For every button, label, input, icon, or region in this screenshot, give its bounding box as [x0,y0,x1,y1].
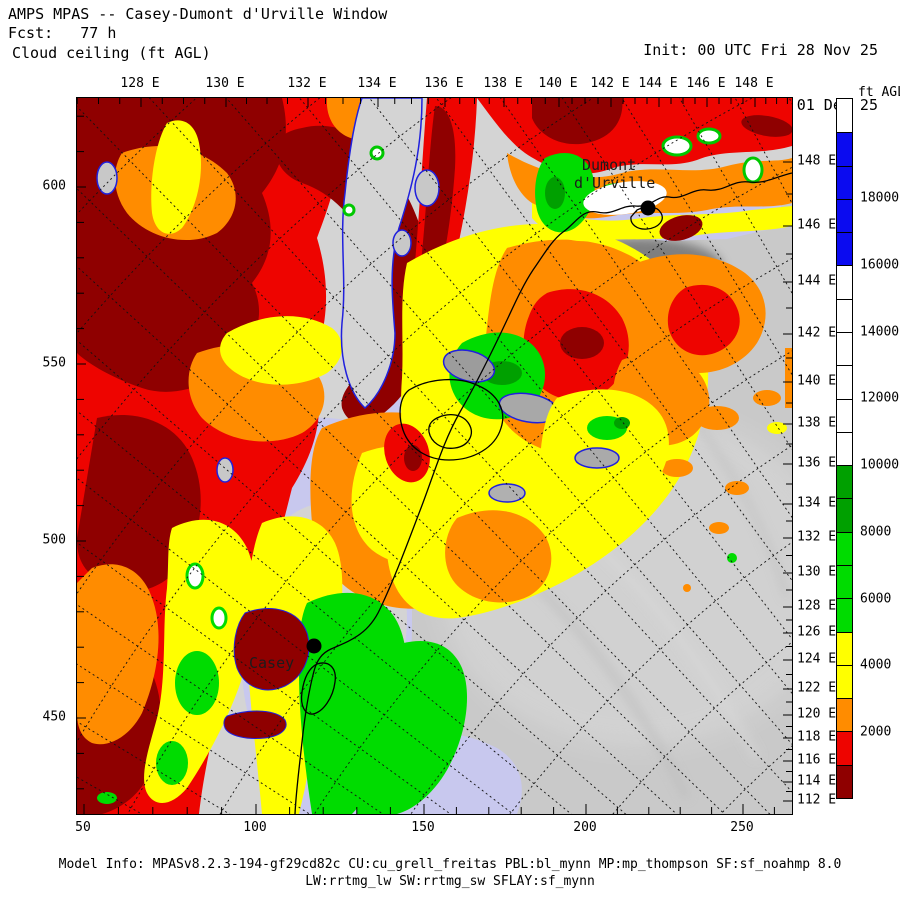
left-tick-label: 500 [42,532,66,548]
colorbar-cell [837,198,852,233]
bottom-tick-label: 250 [730,820,754,835]
colorbar-tick-label: 18000 [860,190,900,206]
colorbar-tick-label: 8000 [860,524,892,540]
colorbar-cell [837,764,852,798]
right-edge-longitude-label: 128 E [797,598,837,614]
right-edge-longitude-label: 140 E [797,373,837,389]
coastline [294,172,792,814]
init-time: Init: 00 UTC Fri 28 Nov 25 [643,41,878,59]
colorbar-tick-label: 12000 [860,390,900,406]
colorbar-cell [837,731,852,765]
right-edge-longitude-label: 124 E [797,651,837,667]
right-edge-longitude-label: 136 E [797,455,837,471]
cloud-ceiling-map: Dumont d'Urville Casey [77,98,792,814]
right-edge-longitude-label: 134 E [797,495,837,511]
bottom-tick-label: 100 [243,820,267,835]
colorbar-tick-label: 6000 [860,591,892,607]
right-edge-longitude-label: 122 E [797,680,837,696]
top-tick-label: 128 E [120,76,160,91]
colorbar-cell [837,132,852,166]
top-tick-label: 132 E [287,76,327,91]
left-tick-label: 550 [42,355,66,371]
right-edge-longitude-label: 126 E [797,624,837,640]
dumont-station-label-line1: Dumont [582,156,636,174]
left-tick-label: 450 [42,709,66,725]
right-edge-longitude-label: 116 E [797,752,837,768]
right-edge-longitude-label: 120 E [797,706,837,722]
colorbar-cell [837,265,852,299]
casey-station-label: Casey [249,654,294,672]
model-info-line2: LW:rrtmg_lw SW:rrtmg_sw SFLAY:sf_mynn [305,874,595,889]
colorbar-tick-label: 4000 [860,657,892,673]
right-edge-longitude-label: 146 E [797,217,837,233]
colorbar [836,98,853,799]
colorbar-cell [837,165,852,199]
dumont-station-dot [640,200,656,216]
colorbar-cell [837,465,852,499]
map-canvas: Dumont d'Urville Casey [76,97,793,815]
top-tick-label: 136 E [424,76,464,91]
forecast-hour: Fcst: 77 h [8,24,117,42]
top-tick-label: 146 E [686,76,726,91]
bottom-tick-label: 50 [75,820,91,835]
right-edge-longitude-label: 144 E [797,273,837,289]
right-edge-longitude-label: 130 E [797,564,837,580]
colorbar-tick-label: 14000 [860,324,900,340]
colorbar-cell [837,331,852,366]
colorbar-cell [837,531,852,565]
left-tick-label: 600 [42,178,66,194]
colorbar-cell [837,431,852,466]
colorbar-cell [837,498,852,532]
stations: Dumont d'Urville Casey [249,156,656,672]
top-tick-label: 148 E [734,76,774,91]
colorbar-cell [837,664,852,699]
colorbar-cell [837,698,852,732]
colorbar-tick-label: 2000 [860,724,892,740]
top-tick-label: 140 E [538,76,578,91]
bottom-tick-label: 150 [411,820,435,835]
colorbar-cell [837,398,852,432]
right-edge-longitude-label: 132 E [797,529,837,545]
right-edge-longitude-label: 114 E [797,773,837,789]
colorbar-cell [837,298,852,332]
top-tick-label: 130 E [205,76,245,91]
right-edge-longitude-label: 138 E [797,415,837,431]
colorbar-cell [837,598,852,632]
colorbar-cell [837,564,852,599]
field-name: Cloud ceiling (ft AGL) [12,44,211,62]
right-edge-longitude-label: 118 E [797,729,837,745]
colorbar-title: ft AGL [858,85,900,100]
colorbar-tick-label: 10000 [860,457,900,473]
right-edge-longitude-label: 142 E [797,325,837,341]
casey-lowcloud-blobs [97,608,310,804]
colorbar-cell [837,631,852,665]
model-info-line1: Model Info: MPASv8.2.3-194-gf29cd82c CU:… [58,857,842,872]
chart-title: AMPS MPAS -- Casey-Dumont d'Urville Wind… [8,5,388,23]
right-edge-longitude-label: 148 E [797,153,837,169]
casey-station-dot [306,638,322,654]
colorbar-cell [837,99,852,133]
top-tick-label: 142 E [590,76,630,91]
colorbar-tick-label: 16000 [860,257,900,273]
colorbar-cell [837,365,852,399]
bottom-tick-label: 200 [573,820,597,835]
top-tick-label: 134 E [357,76,397,91]
top-tick-label: 144 E [638,76,678,91]
dumont-station-label-line2: d'Urville [574,174,655,192]
graticule-grid [77,98,792,814]
right-edge-longitude-label: 112 E [797,792,837,808]
cloud-field-northeast [477,98,792,592]
frame-ticks [77,98,792,814]
top-tick-label: 138 E [483,76,523,91]
colorbar-cell [837,232,852,266]
